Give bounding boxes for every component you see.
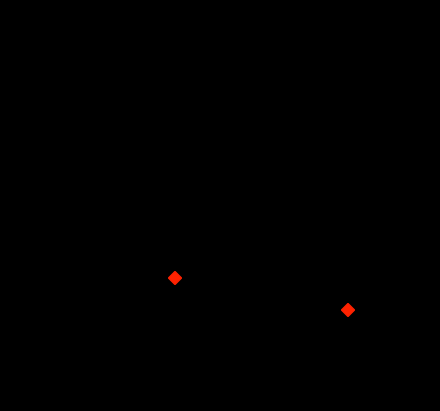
Polygon shape bbox=[341, 303, 355, 316]
Polygon shape bbox=[169, 272, 181, 284]
